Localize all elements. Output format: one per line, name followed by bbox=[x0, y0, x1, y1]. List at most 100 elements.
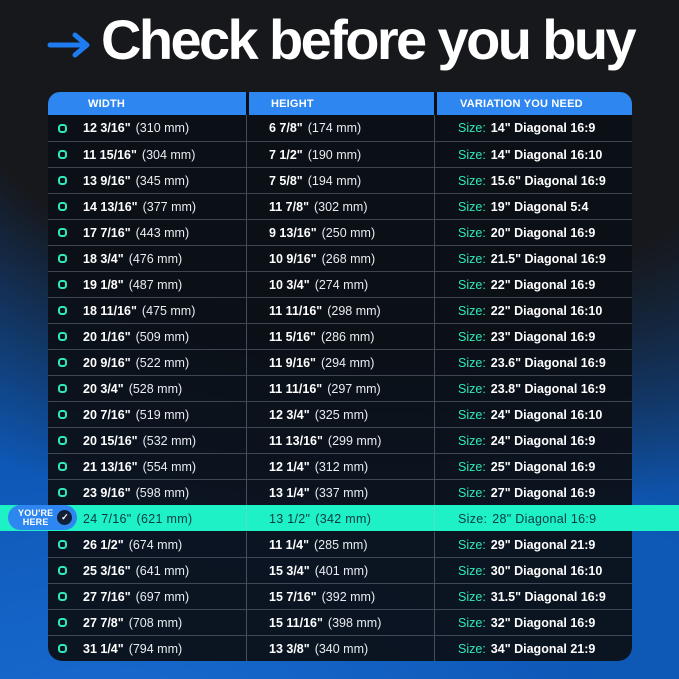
variation-value: 21.5" Diagonal 16:9 bbox=[490, 251, 606, 266]
width-value: 17 7/16" bbox=[83, 225, 131, 240]
variation-value: 29" Diagonal 21:9 bbox=[490, 537, 596, 552]
width-cell: 20 3/4" (528 mm) bbox=[48, 376, 246, 401]
width-value: 13 9/16" bbox=[83, 173, 131, 188]
width-cell: 18 11/16" (475 mm) bbox=[48, 298, 246, 323]
height-cell: 13 1/2" (342 mm) bbox=[246, 506, 434, 531]
width-cell: 11 15/16" (304 mm) bbox=[48, 142, 246, 167]
width-value: 27 7/16" bbox=[83, 589, 131, 604]
variation-value: 24" Diagonal 16:10 bbox=[490, 407, 603, 422]
height-value: 13 1/2" bbox=[269, 511, 311, 526]
width-cell: 23 9/16" (598 mm) bbox=[48, 480, 246, 505]
width-cell: 20 1/16" (509 mm) bbox=[48, 324, 246, 349]
height-mm-value: (286 mm) bbox=[320, 329, 375, 344]
variation-cell: Size: 15.6" Diagonal 16:9 bbox=[434, 168, 632, 193]
table-row: 20 15/16" (532 mm) 11 13/16" (299 mm) Si… bbox=[48, 427, 632, 453]
table-row: 11 15/16" (304 mm) 7 1/2" (190 mm) Size:… bbox=[48, 141, 632, 167]
size-label: Size: bbox=[458, 147, 486, 162]
width-cell: 20 7/16" (519 mm) bbox=[48, 402, 246, 427]
height-value: 11 11/16" bbox=[269, 381, 323, 396]
table-row: 20 1/16" (509 mm) 11 5/16" (286 mm) Size… bbox=[48, 323, 632, 349]
variation-cell: Size: 23.8" Diagonal 16:9 bbox=[434, 376, 632, 401]
size-label: Size: bbox=[458, 277, 486, 292]
height-value: 11 13/16" bbox=[269, 433, 323, 448]
variation-cell: Size: 21.5" Diagonal 16:9 bbox=[434, 246, 632, 271]
height-value: 12 1/4" bbox=[269, 459, 310, 474]
height-value: 9 13/16" bbox=[269, 225, 317, 240]
variation-cell: Size: 30" Diagonal 16:10 bbox=[434, 558, 632, 583]
variation-value: 23.8" Diagonal 16:9 bbox=[490, 381, 606, 396]
width-value: 20 7/16" bbox=[83, 407, 131, 422]
height-mm-value: (190 mm) bbox=[307, 147, 362, 162]
table-row: 12 3/16" (310 mm) 6 7/8" (174 mm) Size: … bbox=[48, 115, 632, 141]
height-mm-value: (194 mm) bbox=[307, 173, 362, 188]
size-label: Size: bbox=[458, 459, 486, 474]
height-mm-value: (401 mm) bbox=[314, 563, 369, 578]
width-cell: 27 7/16" (697 mm) bbox=[48, 584, 246, 609]
size-label: Size: bbox=[458, 355, 486, 370]
width-cell: 31 1/4" (794 mm) bbox=[48, 636, 246, 661]
width-value: 20 15/16" bbox=[83, 433, 138, 448]
height-mm-value: (299 mm) bbox=[327, 433, 382, 448]
width-cell: 21 13/16" (554 mm) bbox=[48, 454, 246, 479]
checkbox-icon bbox=[58, 123, 67, 133]
height-cell: 12 1/4" (312 mm) bbox=[246, 454, 434, 479]
width-value: 21 13/16" bbox=[83, 459, 138, 474]
variation-value: 24" Diagonal 16:9 bbox=[490, 433, 596, 448]
width-mm-value: (487 mm) bbox=[128, 277, 183, 292]
width-value: 23 9/16" bbox=[83, 485, 131, 500]
size-label: Size: bbox=[458, 303, 486, 318]
variation-value: 22" Diagonal 16:10 bbox=[490, 303, 603, 318]
variation-cell: Size: 28" Diagonal 16:9 bbox=[434, 506, 632, 531]
table-row: 20 9/16" (522 mm) 11 9/16" (294 mm) Size… bbox=[48, 349, 632, 375]
height-mm-value: (297 mm) bbox=[327, 381, 381, 396]
size-label: Size: bbox=[458, 251, 486, 266]
height-cell: 15 3/4" (401 mm) bbox=[246, 558, 434, 583]
checkbox-icon bbox=[58, 618, 67, 627]
height-cell: 15 11/16" (398 mm) bbox=[246, 610, 434, 635]
variation-cell: Size: 22" Diagonal 16:10 bbox=[434, 298, 632, 323]
checkbox-icon bbox=[58, 488, 67, 497]
width-mm-value: (674 mm) bbox=[128, 537, 183, 552]
width-mm-value: (641 mm) bbox=[135, 563, 190, 578]
size-label: Size: bbox=[458, 407, 486, 422]
height-cell: 11 7/8" (302 mm) bbox=[246, 194, 434, 219]
variation-value: 14" Diagonal 16:10 bbox=[490, 147, 603, 162]
width-cell: 24 7/16" (621 mm) bbox=[48, 506, 246, 531]
variation-cell: Size: 24" Diagonal 16:9 bbox=[434, 428, 632, 453]
height-cell: 10 9/16" (268 mm) bbox=[246, 246, 434, 271]
variation-cell: Size: 19" Diagonal 5:4 bbox=[434, 194, 632, 219]
size-label: Size: bbox=[458, 537, 486, 552]
width-value: 19 1/8" bbox=[83, 277, 124, 292]
table-row: 18 11/16" (475 mm) 11 11/16" (298 mm) Si… bbox=[48, 297, 632, 323]
table-body: 12 3/16" (310 mm) 6 7/8" (174 mm) Size: … bbox=[48, 115, 632, 661]
variation-cell: Size: 29" Diagonal 21:9 bbox=[434, 532, 632, 557]
height-cell: 11 5/16" (286 mm) bbox=[246, 324, 434, 349]
table-row: 27 7/8" (708 mm) 15 11/16" (398 mm) Size… bbox=[48, 609, 632, 635]
checkbox-icon bbox=[58, 306, 67, 315]
checkbox-icon bbox=[58, 332, 67, 341]
size-label: Size: bbox=[458, 329, 486, 344]
width-mm-value: (476 mm) bbox=[128, 251, 183, 266]
checkbox-icon bbox=[58, 254, 67, 263]
table-row: 20 7/16" (519 mm) 12 3/4" (325 mm) Size:… bbox=[48, 401, 632, 427]
width-mm-value: (345 mm) bbox=[135, 173, 190, 188]
checkmark-icon: ✓ bbox=[57, 510, 73, 525]
variation-cell: Size: 32" Diagonal 16:9 bbox=[434, 610, 632, 635]
checkbox-icon bbox=[58, 384, 67, 393]
table-row: 20 3/4" (528 mm) 11 11/16" (297 mm) Size… bbox=[48, 375, 632, 401]
width-mm-value: (509 mm) bbox=[135, 329, 190, 344]
variation-cell: Size: 14" Diagonal 16:9 bbox=[434, 115, 632, 141]
variation-value: 23" Diagonal 16:9 bbox=[490, 329, 596, 344]
column-header-variation: VARIATION YOU NEED bbox=[434, 92, 632, 115]
width-mm-value: (522 mm) bbox=[135, 355, 190, 370]
height-value: 7 1/2" bbox=[269, 147, 303, 162]
checkbox-icon bbox=[58, 280, 67, 289]
width-value: 20 3/4" bbox=[83, 381, 124, 396]
width-cell: 20 9/16" (522 mm) bbox=[48, 350, 246, 375]
width-value: 24 7/16" bbox=[83, 511, 132, 526]
table-header: WIDTH HEIGHT VARIATION YOU NEED bbox=[48, 92, 632, 115]
height-cell: 9 13/16" (250 mm) bbox=[246, 220, 434, 245]
width-mm-value: (708 mm) bbox=[128, 615, 183, 630]
size-label: Size: bbox=[458, 563, 486, 578]
